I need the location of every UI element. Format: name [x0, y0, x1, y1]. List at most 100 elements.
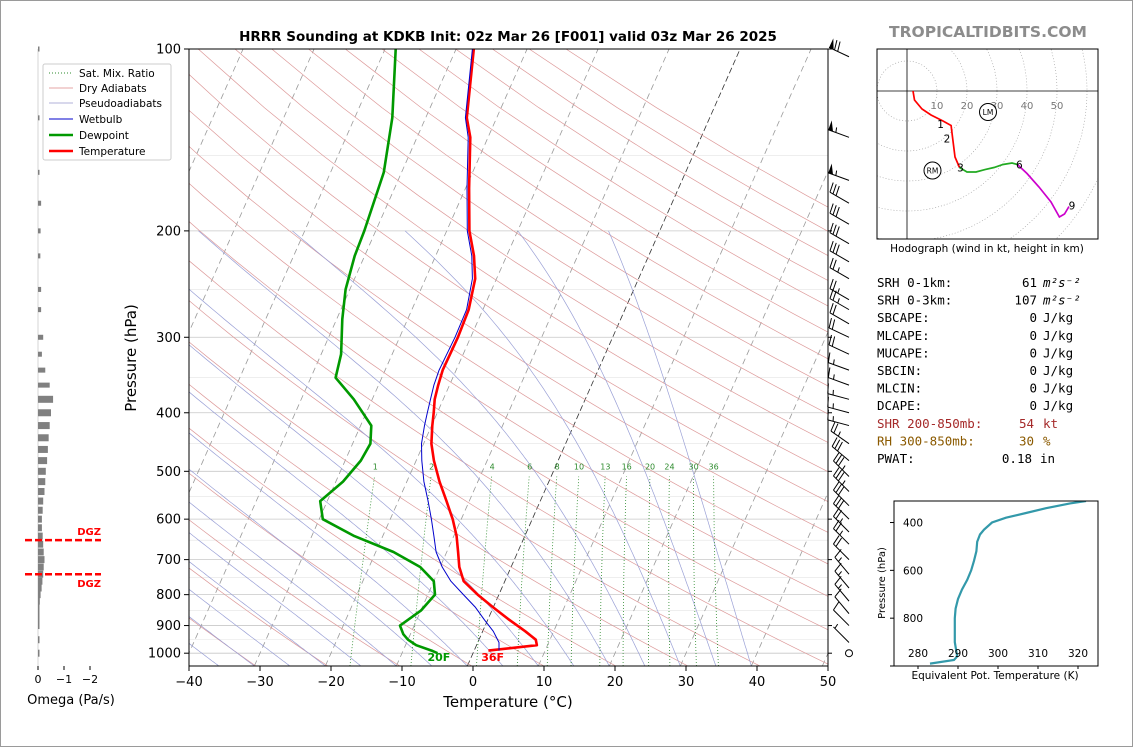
omega-bar [38, 457, 48, 465]
theta-e-x-tick-label: 300 [988, 648, 1008, 660]
omega-bar [38, 540, 44, 548]
omega-bar [38, 584, 42, 592]
mixing-ratio-line [713, 476, 719, 666]
legend-box [42, 63, 172, 161]
barb-half-flag [837, 288, 840, 294]
x-axis-label: Temperature (°C) [442, 693, 572, 711]
barb-half-flag [837, 298, 840, 304]
wind-barb [829, 182, 850, 204]
pseudoadiabat-line [189, 616, 255, 666]
omega-bar [38, 478, 46, 486]
barb-shaft [828, 362, 850, 371]
barb-flag [831, 437, 838, 447]
omega-bar [38, 169, 40, 175]
isotherm-line [189, 49, 386, 494]
barb-flag [829, 222, 834, 233]
wind-barb [833, 467, 850, 492]
mixing-ratio-line [622, 476, 627, 666]
legend-item-dry-adiabats: Dry Adiabats [49, 83, 147, 95]
barb-flag [829, 278, 834, 289]
pseudoadiabat-line [189, 561, 326, 666]
barb-flag [834, 39, 838, 51]
barb-flag [829, 302, 834, 313]
barb-flag [834, 439, 841, 449]
hodograph-caption: Hodograph (wind in kt, height in km) [890, 243, 1084, 255]
theta-e-y-label: Pressure (hPa) [877, 547, 888, 619]
pseudoadiabat-line [517, 230, 717, 666]
mixing-ratio-label: 16 [622, 462, 632, 471]
barb-shaft [833, 516, 850, 533]
dry-adiabat-line [197, 49, 828, 473]
storm-motion-label: LM [983, 108, 994, 117]
barb-shaft [834, 570, 850, 589]
omega-bar [38, 532, 43, 540]
wind-barb [845, 649, 853, 658]
barb-half-flag [838, 571, 842, 576]
barb-flag [829, 240, 834, 251]
barb-flag [834, 575, 842, 585]
pseudoadiabat-line [608, 230, 752, 666]
skewt-profiles: 1 2 4 6 8 10 13 16 20 24 30 36 [318, 49, 719, 655]
wind-barb [834, 588, 850, 614]
hodograph-height-label: 3 [957, 163, 964, 175]
wind-barb [834, 562, 850, 589]
barb-shaft [828, 344, 850, 355]
dry-adiabat-line [189, 427, 545, 666]
isotherm-line [189, 49, 244, 173]
wind-barb [828, 163, 850, 181]
hodograph-height-label: 1 [937, 119, 944, 131]
wind-barb [829, 302, 850, 325]
wind-barb [827, 409, 850, 427]
omega-tick-label: −1 [56, 673, 72, 686]
mixing-ratio-line [410, 476, 432, 666]
barb-flag [835, 454, 842, 464]
barb-flag [835, 185, 840, 196]
omega-bar [38, 597, 40, 605]
barb-flag [832, 184, 837, 195]
wind-barb [834, 549, 850, 575]
wind-barb [833, 623, 850, 643]
dry-adiabat-line [189, 145, 828, 565]
legend-label: Pseudoadiabats [79, 98, 162, 110]
theta-e-panel: 280 290 300 310 320 400 600 800 Equivalent Pot.… [877, 500, 1099, 682]
barb-shaft [829, 232, 850, 245]
dry-adiabat-line [189, 617, 257, 666]
storm-motion-label: RM [927, 167, 939, 176]
index-label: SBCAPE: [877, 310, 930, 325]
barb-shaft [829, 212, 850, 225]
x-tick-label: −40 [175, 675, 202, 690]
barb-flag [829, 203, 834, 214]
wind-barb [828, 120, 850, 138]
barb-flag [833, 601, 840, 611]
index-value: 0 [1029, 363, 1037, 378]
isotherm-line [750, 491, 828, 666]
wind-barb [833, 535, 850, 560]
dgz-label: DGZ [77, 527, 101, 538]
wind-barb [833, 452, 850, 477]
hodograph-frame [876, 48, 1099, 240]
mixing-ratio-line [570, 476, 580, 666]
barb-flag [835, 483, 842, 493]
barb-flag [837, 472, 845, 482]
isotherm-line [537, 49, 812, 666]
omega-bar [38, 115, 40, 121]
pseudoadiabat-line [404, 230, 681, 666]
barb-flag [835, 510, 842, 520]
index-unit: % [1043, 433, 1051, 448]
y-tick-label: 1000 [148, 647, 181, 662]
barb-flag [835, 226, 840, 237]
storm-motion-marker [979, 103, 997, 121]
barb-flag [835, 537, 842, 547]
omega-bar [38, 395, 54, 403]
legend-label: Dewpoint [79, 130, 129, 142]
wind-barb [831, 437, 850, 461]
wind-barb [833, 481, 850, 507]
y-axis-label: Pressure (hPa) [122, 304, 140, 412]
barb-pennant [828, 163, 833, 175]
omega-bar [38, 467, 46, 475]
barb-flag [834, 549, 842, 558]
dry-adiabat-line [189, 341, 689, 666]
omega-bar [38, 524, 42, 532]
dry-adiabat-line [189, 519, 401, 666]
